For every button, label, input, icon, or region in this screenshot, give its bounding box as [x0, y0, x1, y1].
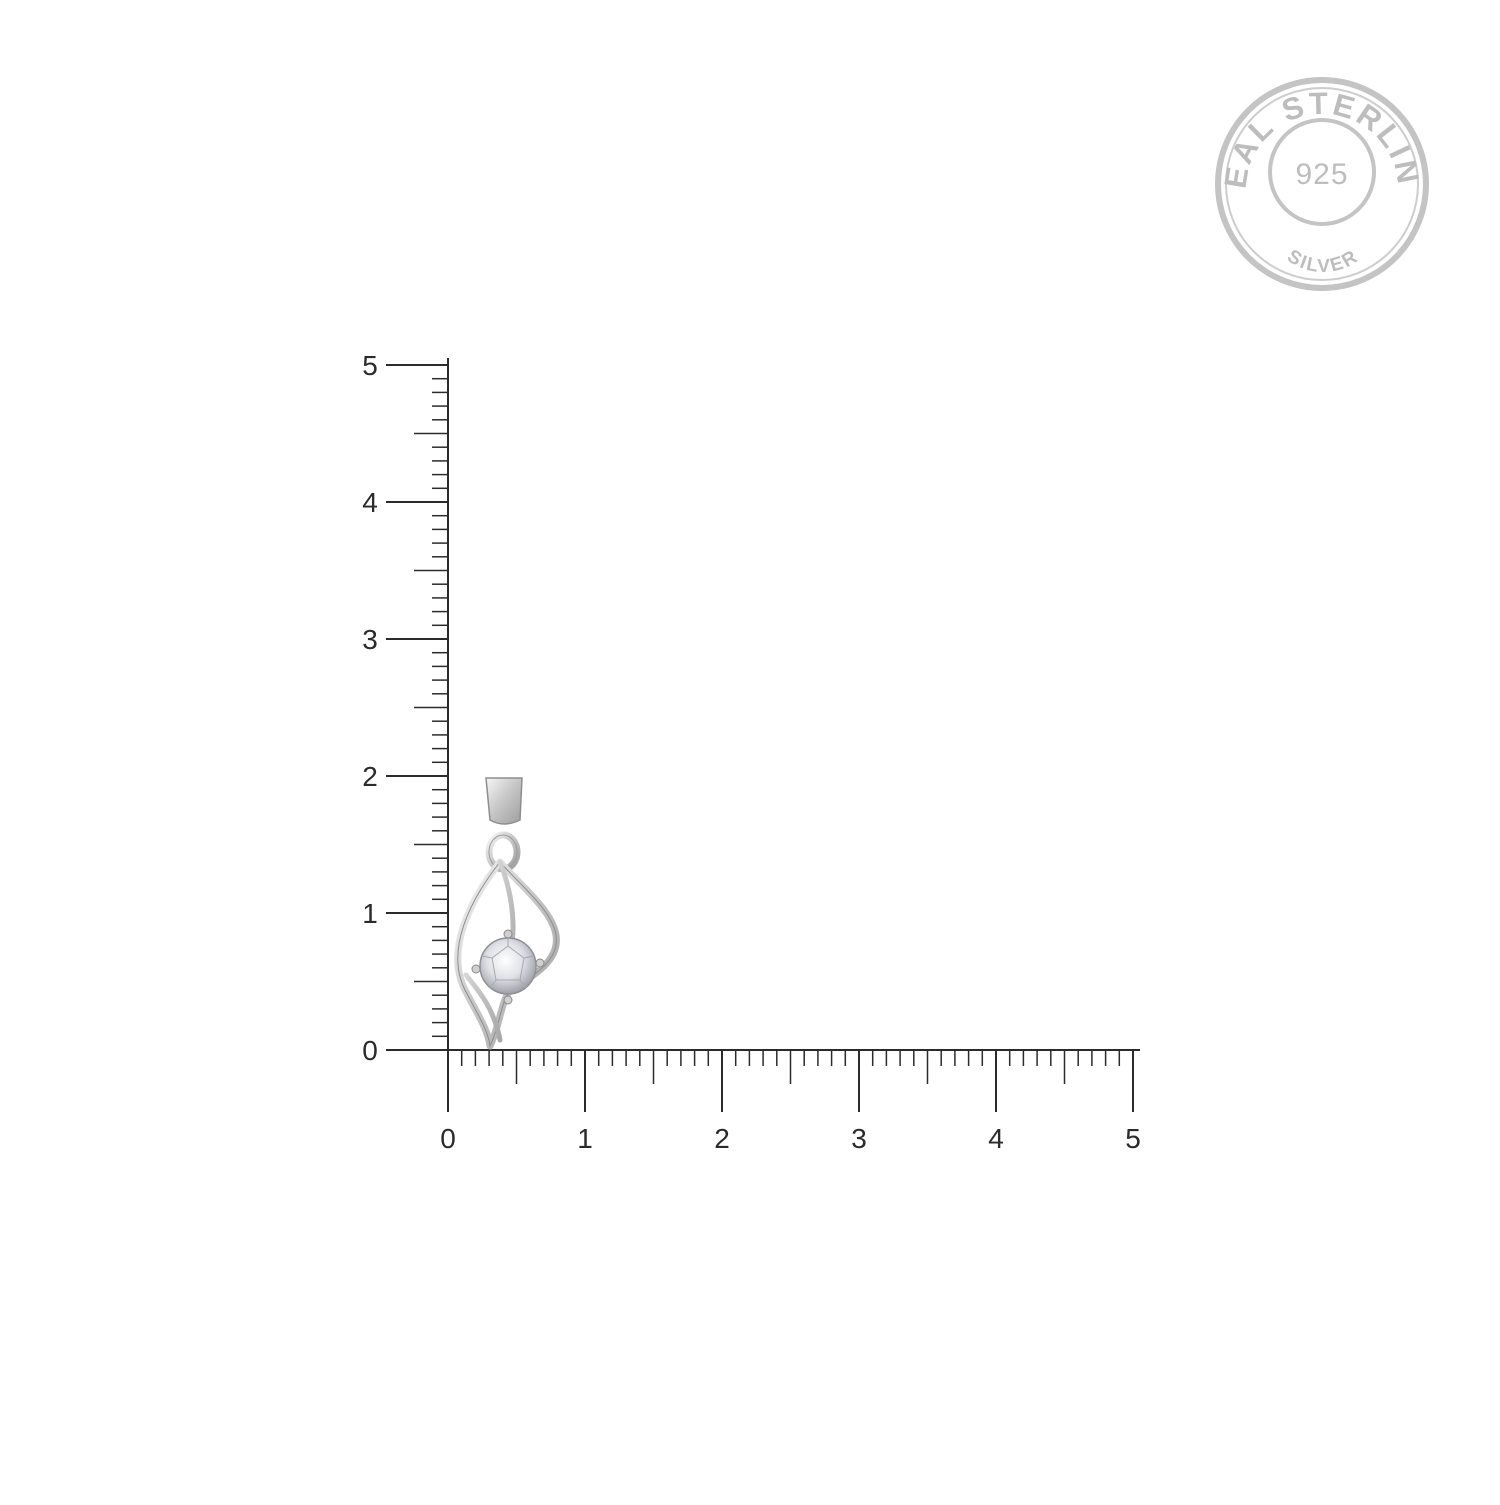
seal-center-ring	[1268, 118, 1376, 226]
ruler-y-label: 3	[362, 624, 378, 655]
stone-prong	[503, 995, 513, 1005]
ruler-x-label: 4	[988, 1123, 1004, 1154]
ruler-y-label: 5	[362, 350, 378, 381]
pendant-leaf-frame-edge	[457, 861, 557, 1048]
stone-facets	[481, 938, 535, 989]
ruler-x-label: 5	[1125, 1123, 1141, 1154]
ruler-y-label: 4	[362, 487, 378, 518]
stone-prong	[535, 958, 545, 968]
seal-inner-ring	[1225, 87, 1419, 281]
seal-outer-ring	[1215, 77, 1429, 291]
ruler-x-ticks	[447, 1050, 1134, 1112]
ruler-x-label: 1	[577, 1123, 593, 1154]
stone-prong	[503, 929, 513, 939]
seal-top-text: REAL STERLING	[0, 0, 1426, 191]
seal-bottom-text: SILVER	[1283, 246, 1362, 277]
ruler-x-labels: 0 1 2 3 4 5	[440, 1123, 1141, 1154]
seal-center-text: 925	[1295, 158, 1348, 191]
ruler-y-label: 1	[362, 898, 378, 929]
ruler-y-ticks	[386, 364, 448, 1051]
ruler-y-label: 2	[362, 761, 378, 792]
sterling-seal-logo: REAL STERLING 925 SILVER	[0, 0, 1429, 291]
ruler-x-label: 3	[851, 1123, 867, 1154]
measurement-ruler: 0 1 2 3 4 5 0 1 2 3 4 5	[362, 350, 1141, 1154]
pendant-image	[454, 777, 560, 1050]
pendant-bail	[485, 777, 523, 825]
ruler-y-label: 0	[362, 1035, 378, 1066]
ruler-y-labels: 0 1 2 3 4 5	[362, 350, 378, 1066]
stone-prong	[471, 964, 481, 974]
ruler-x-label: 0	[440, 1123, 456, 1154]
ruler-x-label: 2	[714, 1123, 730, 1154]
